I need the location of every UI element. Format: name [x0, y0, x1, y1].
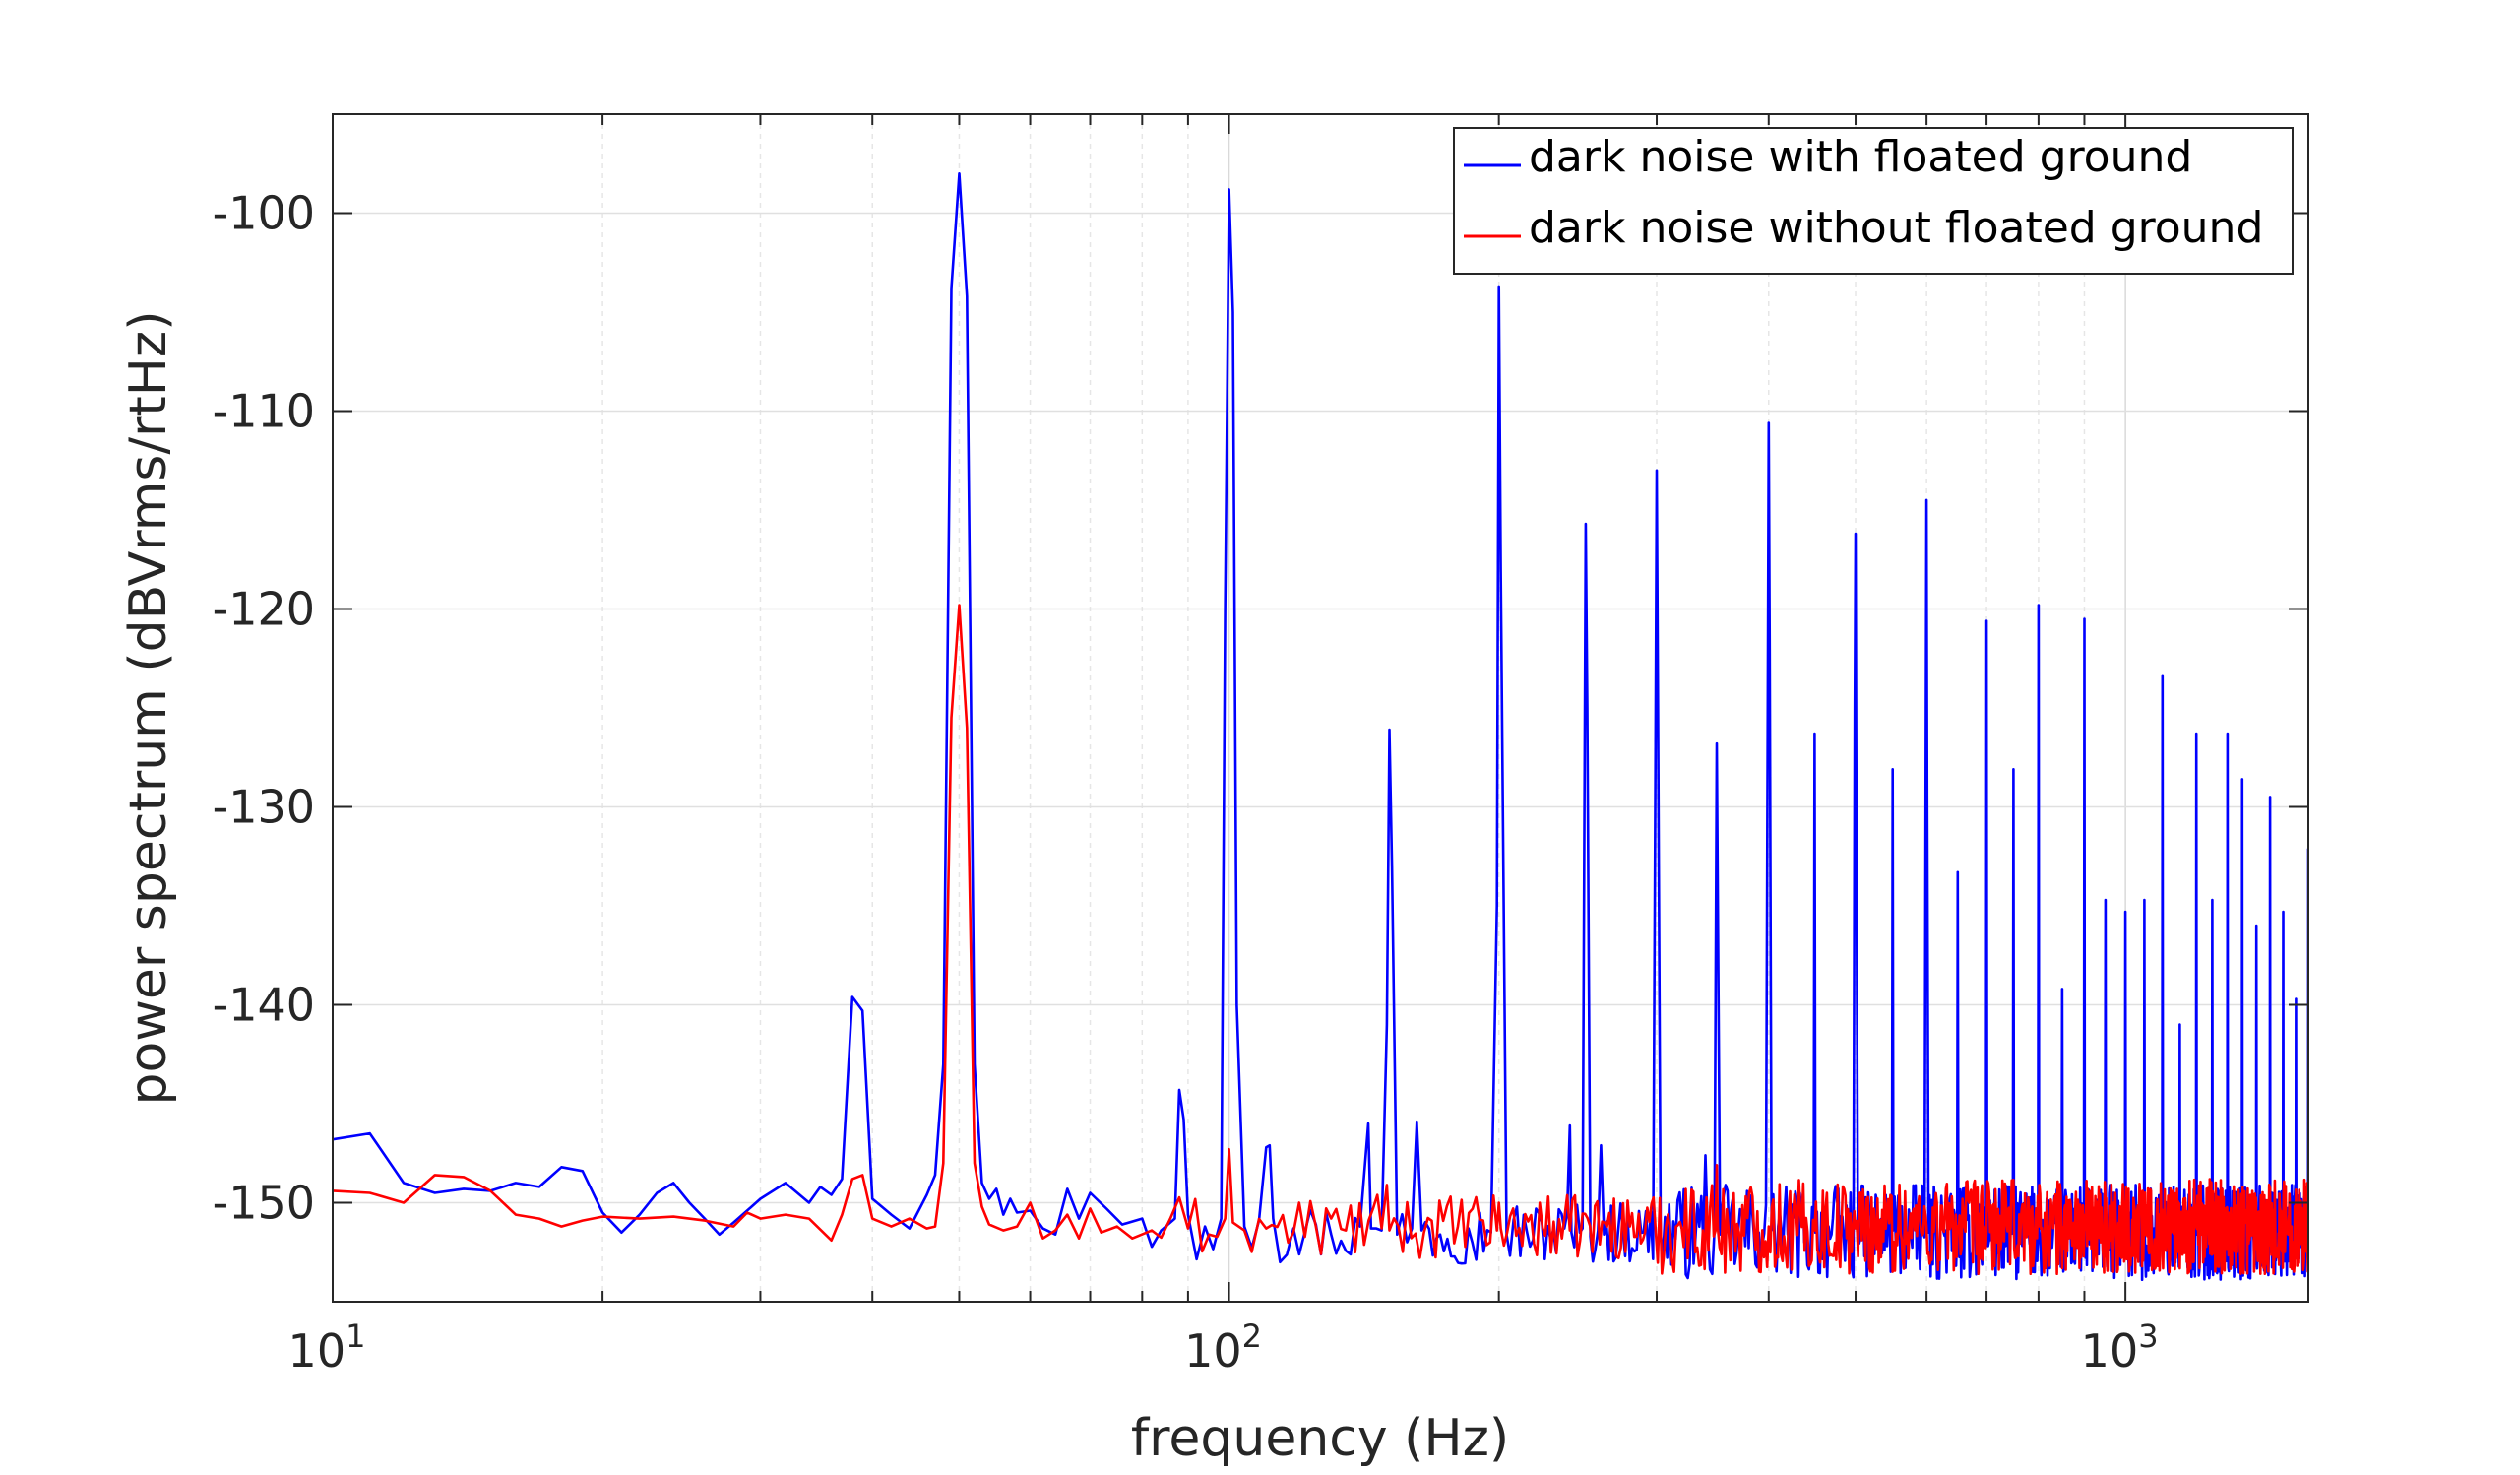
- legend-label-without-floated-ground: dark noise without floated ground: [1529, 203, 2263, 253]
- y-tick-label: -140: [213, 979, 315, 1032]
- y-tick-label: -150: [213, 1177, 315, 1230]
- x-tick-label: 102: [1184, 1317, 1262, 1378]
- plot-area: [333, 114, 2308, 1302]
- series-line-without-floated-ground: [333, 604, 2308, 1275]
- axis-ticks: [333, 114, 2308, 1302]
- y-tick-label: -110: [213, 385, 315, 438]
- legend: dark noise with floated ground dark nois…: [1453, 127, 2294, 275]
- y-axis-label: power spectrum (dBVrms/rtHz): [119, 311, 178, 1106]
- legend-box: [1453, 127, 2294, 275]
- y-tick-label: -120: [213, 583, 315, 636]
- x-tick-label: 103: [2081, 1317, 2159, 1378]
- plot-frame: [332, 113, 2309, 1303]
- y-tick-label: -130: [213, 781, 315, 834]
- x-tick-label: 101: [288, 1317, 366, 1378]
- legend-label-with-floated-ground: dark noise with floated ground: [1529, 132, 2192, 182]
- x-axis-label: frequency (Hz): [1131, 1409, 1509, 1468]
- tick-labels: -100 -110 -120 -130 -140 -150 101 102 103: [213, 187, 2159, 1379]
- y-tick-label: -100: [213, 187, 315, 240]
- series-layer: [333, 172, 2308, 1281]
